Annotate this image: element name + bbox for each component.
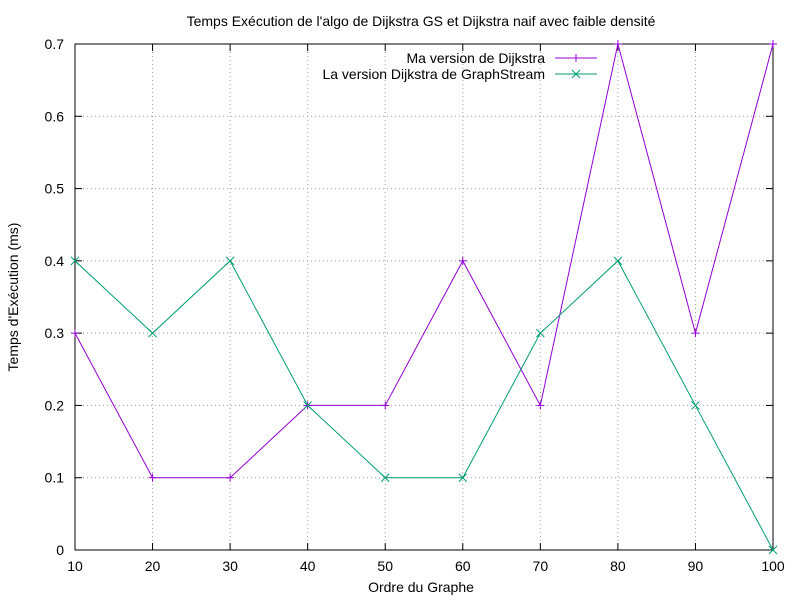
x-tick-label: 30 <box>222 558 238 574</box>
data-point-series-1 <box>536 401 545 410</box>
data-point-series-1 <box>148 473 157 482</box>
x-tick-label: 100 <box>761 558 785 574</box>
x-tick-label: 80 <box>610 558 626 574</box>
data-point-series-2 <box>768 545 778 555</box>
data-point-series-1 <box>381 401 390 410</box>
data-point-series-1 <box>691 329 700 338</box>
data-point-series-1 <box>458 256 467 265</box>
x-tick-label: 10 <box>67 558 83 574</box>
data-point-series-2 <box>535 328 545 338</box>
x-tick-label: 50 <box>377 558 393 574</box>
y-tick-label: 0.1 <box>45 470 65 486</box>
x-axis: 10 20 30 40 50 60 70 80 90 100 <box>67 44 785 574</box>
y-axis: 0 0.1 0.2 0.3 0.4 0.5 0.6 0.7 <box>45 36 773 558</box>
legend-label-2: La version Dijkstra de GraphStream <box>322 66 545 82</box>
y-tick-label: 0 <box>56 542 64 558</box>
legend-label-1: Ma version de Dijkstra <box>407 50 546 66</box>
y-tick-label: 0.5 <box>45 181 65 197</box>
legend-marker-2 <box>571 69 581 79</box>
series-line-2 <box>74 260 774 551</box>
y-tick-label: 0.2 <box>45 397 65 413</box>
data-point-series-1 <box>226 473 235 482</box>
data-point-series-2 <box>225 256 235 266</box>
legend-marker-1 <box>572 54 580 62</box>
y-tick-label: 0.4 <box>45 253 65 269</box>
data-point-series-2 <box>303 401 313 410</box>
y-tick-label: 0.3 <box>45 325 65 341</box>
y-tick-label: 0.7 <box>45 36 65 52</box>
y-axis-label: Temps d'Exécution (ms) <box>5 223 21 372</box>
x-axis-label: Ordre du Graphe <box>368 579 474 595</box>
data-point-series-1 <box>71 329 79 338</box>
x-tick-label: 40 <box>300 558 316 574</box>
x-tick-label: 60 <box>455 558 471 574</box>
y-tick-label: 0.6 <box>45 108 65 124</box>
data-point-series-1 <box>769 40 777 48</box>
data-point-series-2 <box>380 473 390 483</box>
data-point-series-2 <box>70 256 80 266</box>
x-tick-label: 20 <box>145 558 161 574</box>
data-point-series-2 <box>691 401 700 410</box>
series-line-1 <box>74 43 774 479</box>
data-point-series-2 <box>148 328 157 338</box>
series-group <box>70 40 778 555</box>
x-tick-label: 70 <box>533 558 549 574</box>
plot-frame <box>74 43 774 551</box>
chart-title: Temps Exécution de l'algo de Dijkstra GS… <box>187 13 656 29</box>
data-point-series-2 <box>613 256 623 266</box>
x-tick-label: 90 <box>688 558 704 574</box>
data-point-series-1 <box>613 40 622 48</box>
data-point-series-2 <box>458 473 468 483</box>
